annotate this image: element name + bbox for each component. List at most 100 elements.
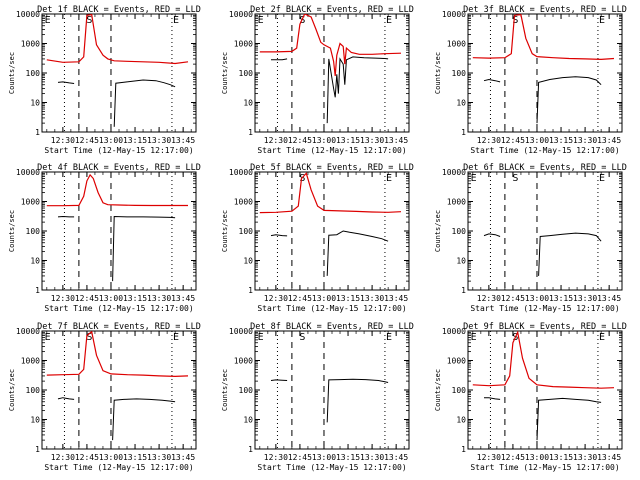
interval-marker: S <box>299 15 305 26</box>
interval-marker: S <box>512 15 518 26</box>
y-tick-label: 10 <box>456 99 466 108</box>
panel-title: Det 5f BLACK = Events, RED = LLD <box>250 163 414 173</box>
x-tick-label: 13:45 <box>597 453 621 462</box>
x-tick-label: 13:15 <box>336 136 360 145</box>
y-tick-label: 1 <box>248 445 253 454</box>
events-series-line <box>483 233 501 237</box>
events-series-line <box>57 81 75 84</box>
interval-marker: E <box>471 173 477 184</box>
y-tick-label: 10 <box>456 257 466 266</box>
detector-panel-7: Det 7f BLACK = Events, RED = LLD 1 10 100 10… <box>8 322 201 472</box>
x-tick-label: 13:00 <box>525 136 549 145</box>
y-tick-label: 100 <box>239 386 254 395</box>
interval-marker: E <box>386 332 392 343</box>
y-tick-label: 10 <box>243 99 253 108</box>
detector-panel-6: Det 6f BLACK = Events, RED = LLD 1 10 100 10… <box>434 163 627 313</box>
plot-frame <box>467 330 623 450</box>
x-tick-label: 13:30 <box>573 453 597 462</box>
y-tick-label: 10 <box>30 99 40 108</box>
x-tick-label: 13:30 <box>573 136 597 145</box>
x-tick-label: 12:30 <box>51 453 75 462</box>
x-tick-label: 13:15 <box>123 294 147 303</box>
y-tick-label: 100 <box>26 227 41 236</box>
series-group <box>46 14 189 127</box>
y-tick-label: 10 <box>30 416 40 425</box>
interval-marker: E <box>45 332 51 343</box>
events-series-line <box>536 76 602 124</box>
x-tick-label: 12:30 <box>264 136 288 145</box>
interval-marker: E <box>386 15 392 26</box>
x-tick-label: 13:45 <box>597 136 621 145</box>
y-tick-label: 1 <box>461 445 466 454</box>
x-tick-label: 12:45 <box>75 136 99 145</box>
events-series-line <box>326 56 389 124</box>
interval-marker: E <box>599 15 605 26</box>
plot-frame <box>254 171 410 291</box>
x-tick-label: 13:30 <box>147 136 171 145</box>
x-axis-label: Start Time (12-May-15 12:17:00) <box>470 463 619 472</box>
panel-title: Det 8f BLACK = Events, RED = LLD <box>250 322 414 332</box>
panel-title: Det 6f BLACK = Events, RED = LLD <box>463 163 627 173</box>
events-series-line <box>326 230 389 276</box>
y-axis-label: Counts/sec <box>8 52 16 94</box>
y-tick-label: 1 <box>35 445 40 454</box>
y-tick-label: 100 <box>239 227 254 236</box>
detector-panel-8: Det 8f BLACK = Events, RED = LLD 1 10 100 10… <box>221 322 414 472</box>
events-series-line <box>483 78 501 83</box>
x-tick-label: 13:15 <box>336 294 360 303</box>
lld-series-line <box>472 331 615 389</box>
y-tick-label: 10 <box>456 416 466 425</box>
x-axis-label: Start Time (12-May-15 12:17:00) <box>44 304 193 313</box>
plot-frame <box>467 171 623 291</box>
panel-title: Det 9f BLACK = Events, RED = LLD <box>463 322 627 332</box>
series-group <box>472 14 615 124</box>
x-tick-label: 12:30 <box>51 294 75 303</box>
y-axis-label: Counts/sec <box>434 210 442 252</box>
plot-frame <box>41 330 197 450</box>
x-tick-label: 13:15 <box>336 453 360 462</box>
x-tick-label: 13:00 <box>99 136 123 145</box>
interval-marker: S <box>86 15 92 26</box>
x-tick-label: 12:45 <box>288 294 312 303</box>
x-tick-label: 13:45 <box>384 453 408 462</box>
x-axis-label: Start Time (12-May-15 12:17:00) <box>44 463 193 472</box>
events-series-line <box>113 79 176 127</box>
y-axis-label: Counts/sec <box>221 210 229 252</box>
y-tick-label: 1 <box>461 128 466 137</box>
series-group <box>472 331 615 441</box>
y-tick-label: 10000 <box>229 327 253 336</box>
events-series-line <box>538 232 602 276</box>
y-axis-label: Counts/sec <box>8 369 16 411</box>
x-axis-label: Start Time (12-May-15 12:17:00) <box>470 146 619 155</box>
x-tick-label: 13:00 <box>312 294 336 303</box>
x-tick-label: 13:30 <box>147 453 171 462</box>
plot-frame <box>41 171 197 291</box>
lld-series-line <box>259 14 402 76</box>
events-series-line <box>112 215 176 282</box>
events-series-line <box>57 397 75 400</box>
detector-panel-5: Det 5f BLACK = Events, RED = LLD 1 10 100 10… <box>221 163 414 313</box>
series-group <box>483 232 602 276</box>
events-series-line <box>270 379 288 381</box>
series-group <box>270 378 389 423</box>
x-tick-label: 12:45 <box>501 453 525 462</box>
x-tick-label: 13:45 <box>597 294 621 303</box>
x-tick-label: 12:45 <box>288 136 312 145</box>
y-tick-label: 10000 <box>442 168 466 177</box>
interval-marker: E <box>173 332 179 343</box>
interval-marker: E <box>599 173 605 184</box>
x-tick-label: 13:15 <box>549 294 573 303</box>
interval-marker: E <box>258 332 264 343</box>
y-tick-label: 10 <box>243 257 253 266</box>
panel-title: Det 4f BLACK = Events, RED = LLD <box>37 163 201 173</box>
y-axis-label: Counts/sec <box>434 52 442 94</box>
x-tick-label: 13:15 <box>123 453 147 462</box>
y-tick-label: 100 <box>26 69 41 78</box>
y-tick-label: 1 <box>248 128 253 137</box>
plot-frame <box>254 13 410 133</box>
x-axis-label: Start Time (12-May-15 12:17:00) <box>470 304 619 313</box>
x-tick-label: 12:45 <box>75 294 99 303</box>
y-tick-label: 100 <box>452 386 467 395</box>
interval-marker: E <box>471 332 477 343</box>
